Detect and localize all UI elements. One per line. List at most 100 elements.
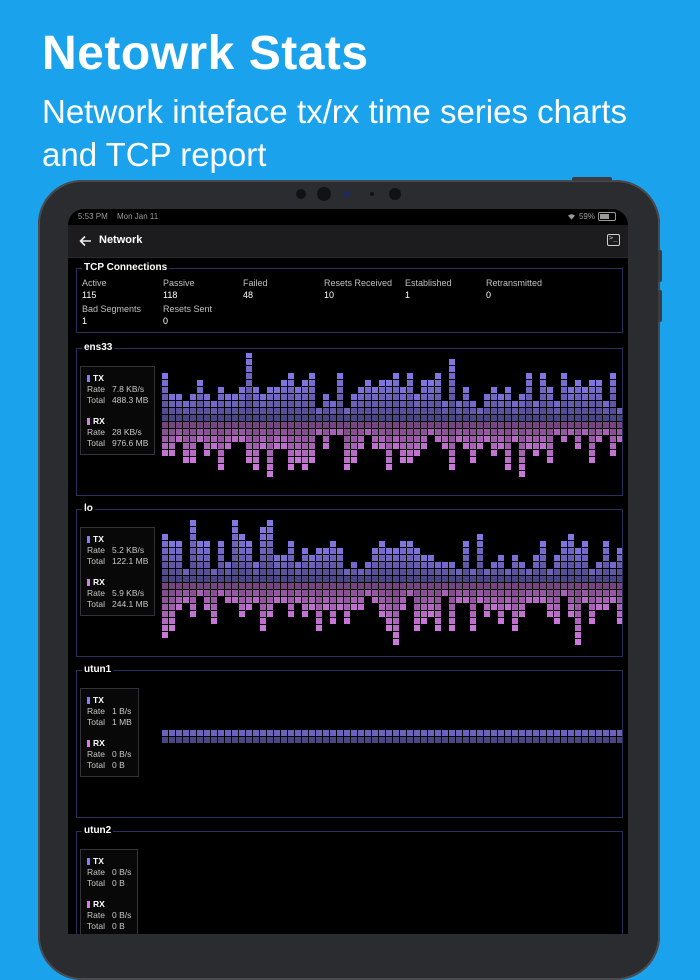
rx-block (274, 443, 280, 449)
tx-block (610, 576, 616, 582)
tx-block (274, 562, 280, 568)
rx-block (393, 443, 399, 449)
tx-block (176, 548, 182, 554)
tx-block (568, 401, 574, 407)
tx-block (484, 730, 490, 736)
tx-block (428, 387, 434, 393)
tx-block (393, 562, 399, 568)
rx-block (288, 457, 294, 463)
rx-block (358, 429, 364, 435)
tx-block (288, 562, 294, 568)
tx-total-row: Total 1 MB (87, 717, 132, 728)
tx-block (351, 415, 357, 421)
tx-rate-row: Rate 7.8 KB/s (87, 384, 148, 395)
rx-block (323, 604, 329, 610)
tx-block (498, 401, 504, 407)
tx-block (484, 401, 490, 407)
tx-total-row: Total 0 B (87, 878, 131, 889)
tx-block (498, 394, 504, 400)
tx-block (344, 569, 350, 575)
back-button[interactable] (76, 232, 94, 250)
tx-block (260, 562, 266, 568)
rx-block (295, 457, 301, 463)
rx-block (232, 429, 238, 435)
tx-block (232, 520, 238, 526)
rx-block (449, 450, 455, 456)
tx-block (610, 408, 616, 414)
rx-block (162, 632, 168, 638)
tx-block (267, 520, 273, 526)
rx-block (561, 422, 567, 428)
rx-block (351, 450, 357, 456)
interface-panel-ens33: ens33 TX Rate 7.8 KB/s Total 488.3 MB RX R… (76, 342, 623, 496)
tx-block (190, 527, 196, 533)
rx-block (190, 597, 196, 603)
rx-block (302, 457, 308, 463)
rx-block (519, 450, 525, 456)
tx-block (561, 730, 567, 736)
tx-block (463, 569, 469, 575)
tx-block (302, 394, 308, 400)
rx-block (365, 583, 371, 589)
tx-block (337, 387, 343, 393)
rx-block (295, 443, 301, 449)
tx-block (169, 408, 175, 414)
tx-block (470, 576, 476, 582)
tx-block (561, 401, 567, 407)
rx-block (358, 597, 364, 603)
rx-block (505, 429, 511, 435)
tx-block (309, 408, 315, 414)
rx-block (176, 436, 182, 442)
tx-block (190, 401, 196, 407)
rx-block (379, 429, 385, 435)
tx-block (169, 541, 175, 547)
rx-block (267, 450, 273, 456)
tx-block (547, 730, 553, 736)
tx-block (561, 373, 567, 379)
tx-block (204, 401, 210, 407)
tx-block (225, 401, 231, 407)
rx-block (176, 604, 182, 610)
tx-block (323, 576, 329, 582)
tx-block (477, 541, 483, 547)
rx-block (582, 429, 588, 435)
tx-block (617, 555, 622, 561)
rx-block (218, 436, 224, 442)
tx-block (470, 401, 476, 407)
rx-block (351, 604, 357, 610)
rx-swatch (87, 418, 90, 425)
tx-block (414, 408, 420, 414)
tx-block (232, 401, 238, 407)
rx-block (435, 429, 441, 435)
tx-block (316, 408, 322, 414)
tx-block (519, 569, 525, 575)
tx-block (246, 401, 252, 407)
rx-block (498, 422, 504, 428)
tx-block (603, 555, 609, 561)
tx-block (463, 576, 469, 582)
rx-block (351, 457, 357, 463)
camera-sensor (296, 189, 306, 199)
rx-block (190, 450, 196, 456)
terminal-button[interactable]: >_ (607, 234, 620, 246)
tx-block (449, 401, 455, 407)
tx-block (267, 562, 273, 568)
tx-block (246, 548, 252, 554)
tx-block (484, 394, 490, 400)
tx-block (435, 373, 441, 379)
tcp-stat-active: Active 115 (82, 277, 107, 301)
tx-block (477, 730, 483, 736)
tx-block (435, 576, 441, 582)
tx-block (379, 408, 385, 414)
tx-rate: 5.2 KB/s (112, 545, 145, 555)
tx-block (561, 415, 567, 421)
tx-block (512, 730, 518, 736)
tx-swatch (87, 858, 90, 865)
tx-block (519, 562, 525, 568)
tx-block (302, 380, 308, 386)
tx-block (379, 555, 385, 561)
rx-block (309, 443, 315, 449)
tx-block (176, 576, 182, 582)
tx-block (253, 576, 259, 582)
rx-block (379, 590, 385, 596)
